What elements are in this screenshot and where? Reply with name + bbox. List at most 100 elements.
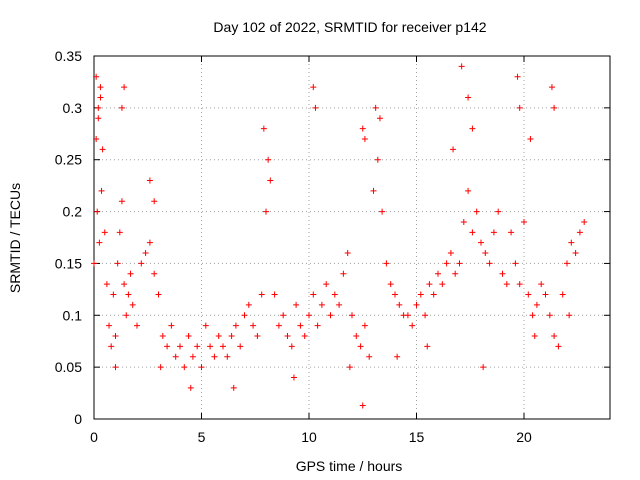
x-axis-label: GPS time / hours (296, 458, 403, 474)
data-point (525, 291, 532, 298)
data-point (310, 291, 317, 298)
data-point (521, 218, 527, 225)
data-point (376, 115, 383, 122)
data-point (450, 146, 457, 153)
data-point (514, 73, 521, 80)
data-point (168, 322, 175, 329)
data-point (542, 291, 549, 298)
data-point (548, 84, 555, 91)
data-point (293, 301, 300, 308)
data-point (159, 333, 166, 340)
data-point (538, 281, 545, 288)
data-point (478, 239, 484, 246)
data-point (155, 291, 162, 298)
data-point (566, 312, 573, 319)
data-point (323, 281, 330, 288)
data-point (383, 260, 390, 267)
data-point (499, 270, 506, 277)
data-point (194, 343, 201, 350)
data-point (516, 281, 523, 288)
data-point (151, 198, 158, 205)
data-point (331, 291, 338, 298)
data-point (394, 353, 401, 360)
y-tick-label: 0.3 (63, 100, 83, 116)
data-point (413, 301, 420, 308)
data-point (127, 270, 134, 277)
data-point (93, 73, 100, 80)
data-point (230, 384, 237, 391)
data-point (211, 353, 218, 360)
data-point (129, 301, 136, 308)
data-point (306, 312, 312, 319)
data-point (318, 301, 325, 308)
y-axis-ticks: 0 0.05 0.1 0.15 0.2 0.25 0.3 0.35 (55, 48, 610, 427)
data-point (254, 333, 261, 340)
data-point (112, 364, 119, 371)
data-point (116, 229, 123, 236)
data-point (112, 333, 119, 340)
data-point (392, 291, 398, 298)
data-point (224, 353, 231, 360)
data-point (529, 312, 536, 319)
data-point (456, 260, 463, 267)
data-point (241, 312, 248, 319)
data-point (151, 270, 158, 277)
data-point (125, 291, 132, 298)
data-point (340, 270, 347, 277)
data-point (189, 353, 196, 360)
data-point (93, 135, 100, 142)
data-point (447, 250, 454, 257)
data-point (237, 343, 244, 350)
data-point (551, 333, 558, 340)
chart-title: Day 102 of 2022, SRMTID for receiver p14… (213, 19, 486, 35)
data-point (458, 63, 465, 70)
data-point (555, 343, 562, 350)
data-point (465, 187, 472, 194)
data-point (533, 301, 540, 308)
data-point (290, 374, 297, 381)
data-point (288, 343, 295, 350)
x-tick-label: 20 (516, 429, 532, 445)
data-point (271, 291, 278, 298)
data-point (379, 208, 386, 215)
x-tick-label: 15 (409, 429, 425, 445)
data-point (361, 135, 368, 142)
data-point (424, 343, 431, 350)
data-point (349, 312, 355, 319)
data-point (314, 322, 321, 329)
data-point (372, 104, 379, 111)
data-point (97, 84, 104, 91)
y-tick-label: 0.1 (63, 307, 83, 323)
plot-frame (93, 55, 611, 420)
data-point (531, 333, 538, 340)
data-point (267, 177, 274, 184)
y-tick-label: 0.15 (55, 255, 82, 271)
data-point (490, 229, 497, 236)
data-point (486, 260, 493, 267)
data-point (110, 291, 117, 298)
data-point (516, 104, 523, 111)
data-point (250, 322, 257, 329)
data-point (572, 250, 579, 257)
data-point (202, 322, 209, 329)
data-point (581, 218, 588, 225)
data-point (465, 94, 472, 101)
data-point (527, 135, 534, 142)
data-point (138, 260, 145, 267)
data-point (417, 291, 424, 298)
data-point (187, 384, 194, 391)
data-point (106, 322, 113, 329)
data-point (327, 312, 334, 319)
data-point (108, 343, 115, 350)
x-tick-label: 10 (301, 429, 317, 445)
data-point (260, 125, 267, 132)
data-point (435, 270, 441, 277)
data-point (142, 250, 149, 257)
data-point (232, 322, 239, 329)
data-point (146, 239, 153, 246)
data-point (460, 218, 467, 225)
data-point (503, 281, 510, 288)
data-point (103, 281, 110, 288)
data-point (207, 343, 214, 350)
data-point (97, 94, 104, 101)
